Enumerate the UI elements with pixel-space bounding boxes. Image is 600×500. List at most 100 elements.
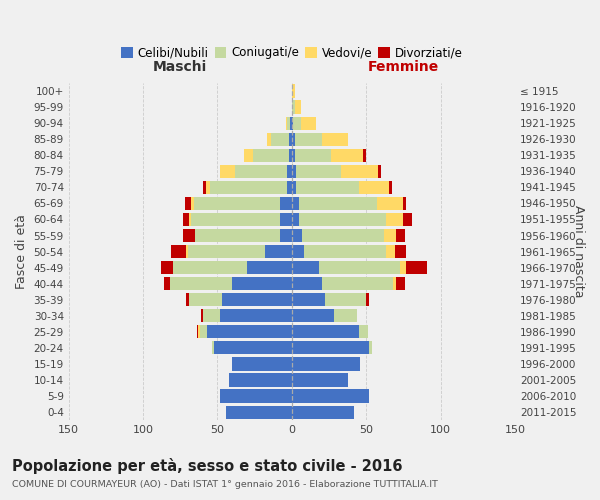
Bar	[302, 229, 384, 242]
Bar	[232, 277, 292, 290]
Bar	[183, 213, 189, 226]
Bar	[292, 245, 304, 258]
Bar	[292, 181, 296, 194]
Bar	[287, 181, 292, 194]
Bar	[287, 164, 292, 178]
Bar	[292, 213, 299, 226]
Bar	[235, 164, 287, 178]
Bar	[226, 406, 292, 418]
Bar	[292, 197, 299, 210]
Bar	[222, 293, 292, 306]
Bar	[403, 197, 406, 210]
Bar	[403, 213, 412, 226]
Bar	[191, 213, 280, 226]
Bar	[292, 164, 296, 178]
Bar	[331, 148, 363, 162]
Bar	[319, 261, 400, 274]
Bar	[386, 245, 395, 258]
Bar	[296, 181, 359, 194]
Bar	[289, 132, 292, 146]
Y-axis label: Anni di nascita: Anni di nascita	[572, 206, 585, 298]
Bar	[292, 277, 322, 290]
Bar	[389, 181, 392, 194]
Bar	[232, 358, 292, 370]
Bar	[220, 390, 292, 402]
Bar	[214, 342, 292, 354]
Bar	[161, 261, 173, 274]
Bar	[292, 148, 295, 162]
Bar	[247, 261, 292, 274]
Bar	[292, 326, 359, 338]
Bar	[229, 374, 292, 386]
Bar	[292, 390, 369, 402]
Bar	[185, 197, 191, 210]
Bar	[301, 116, 316, 130]
Bar	[322, 132, 349, 146]
Text: Femmine: Femmine	[368, 60, 439, 74]
Bar	[386, 213, 403, 226]
Bar	[299, 213, 386, 226]
Bar	[292, 293, 325, 306]
Bar	[295, 132, 322, 146]
Bar	[212, 342, 214, 354]
Bar	[295, 148, 331, 162]
Bar	[183, 229, 195, 242]
Bar	[173, 261, 247, 274]
Bar	[400, 261, 406, 274]
Bar	[377, 197, 403, 210]
Bar	[292, 309, 334, 322]
Bar	[210, 181, 287, 194]
Bar	[296, 164, 341, 178]
Bar	[396, 277, 405, 290]
Bar	[396, 229, 405, 242]
Bar	[186, 293, 189, 306]
Bar	[299, 197, 377, 210]
Bar	[292, 132, 295, 146]
Bar	[244, 148, 253, 162]
Bar	[369, 342, 372, 354]
Bar	[292, 406, 355, 418]
Bar	[322, 277, 393, 290]
Bar	[164, 277, 170, 290]
Bar	[189, 213, 191, 226]
Bar	[287, 116, 290, 130]
Bar	[170, 277, 232, 290]
Bar	[295, 100, 301, 114]
Bar	[325, 293, 366, 306]
Bar	[334, 309, 358, 322]
Bar	[220, 164, 235, 178]
Bar	[395, 245, 406, 258]
Text: Popolazione per età, sesso e stato civile - 2016: Popolazione per età, sesso e stato civil…	[12, 458, 403, 473]
Bar	[198, 326, 200, 338]
Y-axis label: Fasce di età: Fasce di età	[15, 214, 28, 289]
Bar	[290, 116, 292, 130]
Bar	[195, 229, 280, 242]
Bar	[265, 245, 292, 258]
Bar	[292, 358, 361, 370]
Bar	[363, 148, 366, 162]
Bar	[393, 277, 396, 290]
Bar	[201, 309, 203, 322]
Bar	[341, 164, 378, 178]
Bar	[194, 197, 280, 210]
Bar	[172, 245, 186, 258]
Bar	[188, 245, 265, 258]
Bar	[366, 293, 369, 306]
Bar	[359, 181, 389, 194]
Bar	[253, 148, 289, 162]
Bar	[186, 245, 188, 258]
Bar	[280, 229, 292, 242]
Text: Maschi: Maschi	[153, 60, 208, 74]
Bar	[203, 181, 206, 194]
Bar	[206, 181, 210, 194]
Bar	[280, 213, 292, 226]
Bar	[191, 197, 194, 210]
Bar	[292, 342, 369, 354]
Bar	[286, 116, 287, 130]
Bar	[304, 245, 386, 258]
Legend: Celibi/Nubili, Coniugati/e, Vedovi/e, Divorziati/e: Celibi/Nubili, Coniugati/e, Vedovi/e, Di…	[116, 42, 467, 64]
Bar	[406, 261, 427, 274]
Bar	[271, 132, 289, 146]
Bar	[359, 326, 368, 338]
Bar	[378, 164, 381, 178]
